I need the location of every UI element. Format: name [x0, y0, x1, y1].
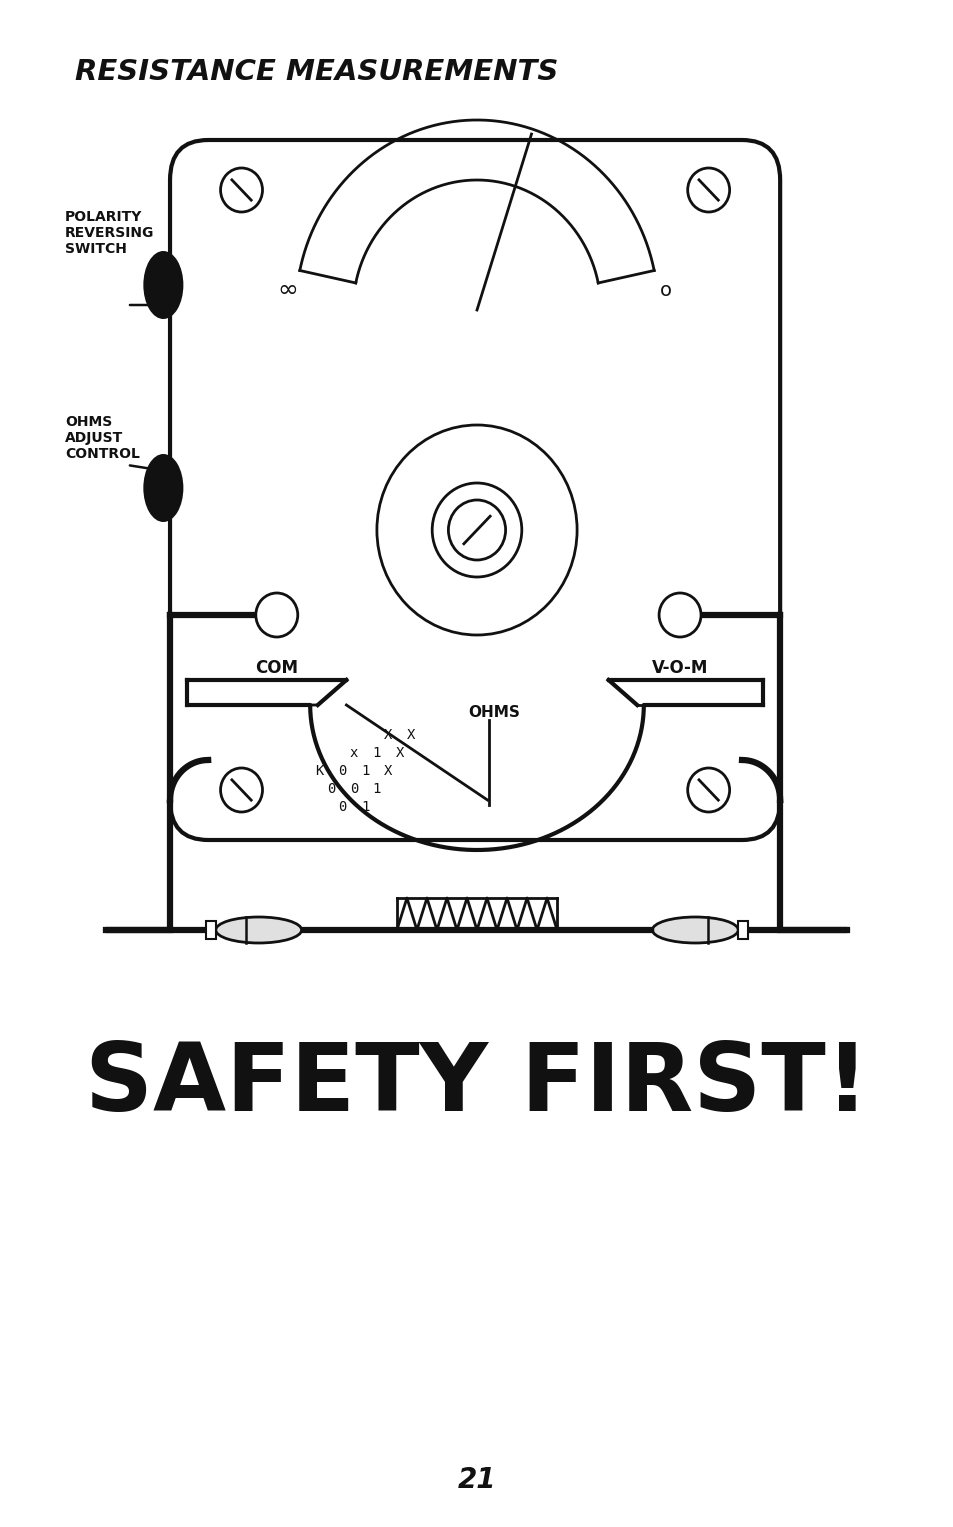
- Ellipse shape: [143, 250, 183, 319]
- Text: X: X: [395, 747, 403, 760]
- Text: 1: 1: [373, 782, 380, 796]
- Polygon shape: [187, 680, 346, 705]
- Text: ∞: ∞: [277, 278, 298, 302]
- Circle shape: [687, 168, 729, 212]
- Circle shape: [687, 768, 729, 812]
- Text: X: X: [384, 764, 392, 777]
- Ellipse shape: [143, 454, 183, 522]
- Circle shape: [659, 592, 700, 637]
- Circle shape: [220, 768, 262, 812]
- Ellipse shape: [652, 918, 738, 944]
- Text: x: x: [350, 747, 357, 760]
- Text: POLARITY
REVERSING
SWITCH: POLARITY REVERSING SWITCH: [65, 211, 154, 257]
- Text: COM: COM: [255, 660, 298, 676]
- Circle shape: [376, 425, 577, 635]
- Circle shape: [448, 499, 505, 560]
- Text: K: K: [315, 764, 324, 777]
- Text: 0: 0: [327, 782, 335, 796]
- Text: 0: 0: [338, 800, 346, 814]
- Text: OHMS
ADJUST
CONTROL: OHMS ADJUST CONTROL: [65, 415, 140, 461]
- Text: 0: 0: [350, 782, 357, 796]
- Circle shape: [432, 483, 521, 577]
- Text: OHMS: OHMS: [468, 705, 519, 721]
- Text: 1: 1: [361, 800, 369, 814]
- Text: 1: 1: [373, 747, 380, 760]
- Ellipse shape: [215, 918, 301, 944]
- FancyBboxPatch shape: [170, 140, 780, 840]
- Bar: [206, 921, 215, 939]
- Text: 21: 21: [457, 1466, 496, 1493]
- Text: SAFETY FIRST!: SAFETY FIRST!: [85, 1038, 868, 1132]
- Text: RESISTANCE MEASUREMENTS: RESISTANCE MEASUREMENTS: [74, 58, 558, 86]
- Text: X: X: [384, 728, 392, 742]
- Text: 1: 1: [361, 764, 369, 777]
- Bar: [738, 921, 747, 939]
- Text: X: X: [407, 728, 415, 742]
- Text: 0: 0: [338, 764, 346, 777]
- Text: V-O-M: V-O-M: [651, 660, 707, 676]
- Text: o: o: [659, 281, 671, 299]
- Polygon shape: [608, 680, 762, 705]
- Circle shape: [220, 168, 262, 212]
- Circle shape: [255, 592, 297, 637]
